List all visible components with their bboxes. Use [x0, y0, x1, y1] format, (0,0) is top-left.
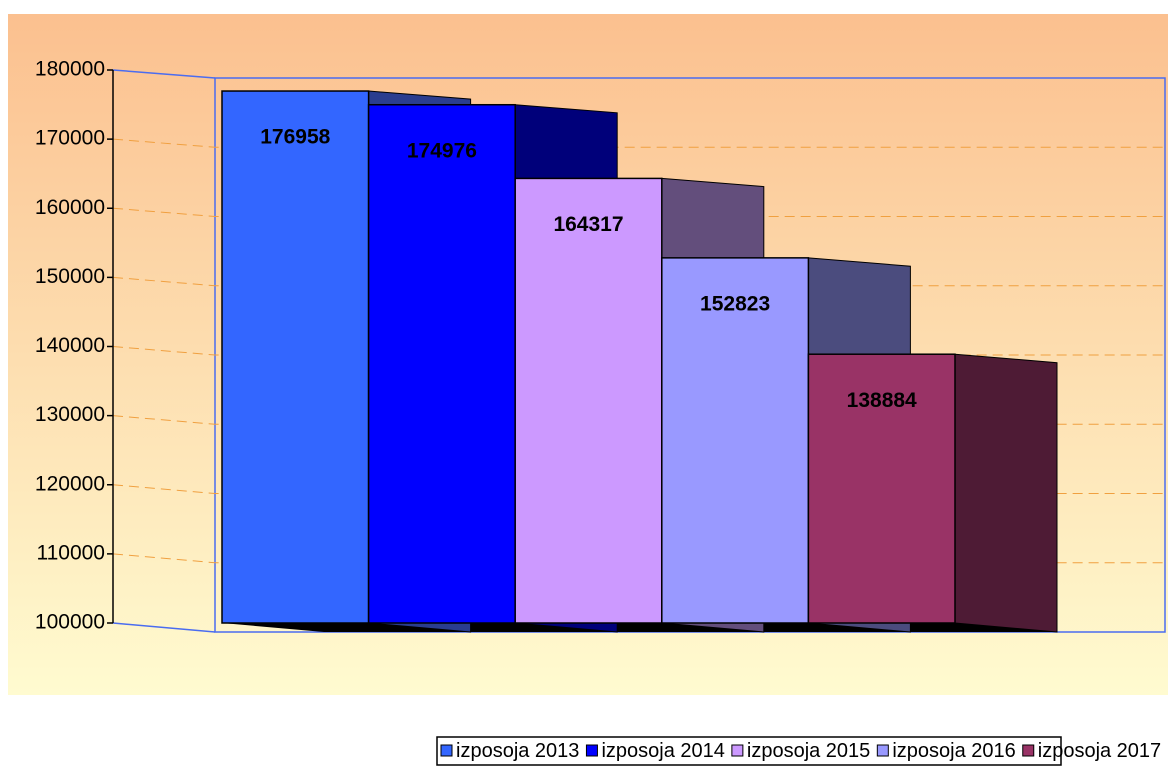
- data-label: 164317: [553, 213, 623, 236]
- data-label: 152823: [700, 292, 770, 315]
- y-tick-label: 160000: [35, 196, 105, 219]
- wall-edge: [112, 69, 216, 79]
- legend-box: [436, 736, 1062, 766]
- grid-line: [112, 346, 1165, 356]
- grid-line: [112, 138, 1165, 148]
- legend-label: izposoja 2015: [747, 740, 870, 762]
- data-label: 176958: [260, 126, 330, 149]
- bar-side: [954, 353, 1058, 633]
- grid-line: [112, 484, 1165, 494]
- y-tick-label: 130000: [35, 403, 105, 426]
- wall-edge: [112, 622, 216, 633]
- grid-line: [112, 276, 1165, 287]
- grid-line: [112, 207, 1165, 217]
- bar: [367, 103, 516, 624]
- y-tick-label: 100000: [35, 611, 105, 634]
- bar: [661, 257, 810, 624]
- data-label: 174976: [407, 139, 477, 162]
- legend-swatch: [1022, 744, 1035, 757]
- y-tick-label: 110000: [36, 541, 105, 564]
- y-tick-label: 170000: [35, 127, 105, 150]
- y-tick-label: 140000: [35, 334, 105, 357]
- legend-label: izposoja 2016: [892, 740, 1015, 762]
- y-tick-label: 180000: [35, 58, 105, 81]
- grid-line: [112, 415, 1165, 425]
- grid-line: [112, 553, 1165, 564]
- legend-swatch: [731, 744, 744, 757]
- y-tick-label: 150000: [35, 265, 105, 288]
- legend-label: izposoja 2017: [1038, 740, 1161, 762]
- y-tick-label: 120000: [35, 472, 105, 495]
- legend-label: izposoja 2013: [456, 740, 579, 762]
- bar: [514, 177, 663, 624]
- legend-swatch: [585, 744, 598, 757]
- legend-label: izposoja 2014: [601, 740, 724, 762]
- bar: [807, 353, 956, 624]
- floor-shadow: [222, 623, 1057, 632]
- legend: izposoja 2013 izposoja 2014 izposoja 2015 i…: [436, 736, 1161, 766]
- bar: [221, 90, 370, 624]
- legend-swatch: [876, 744, 889, 757]
- data-label: 138884: [847, 389, 917, 412]
- legend-swatch: [440, 744, 453, 757]
